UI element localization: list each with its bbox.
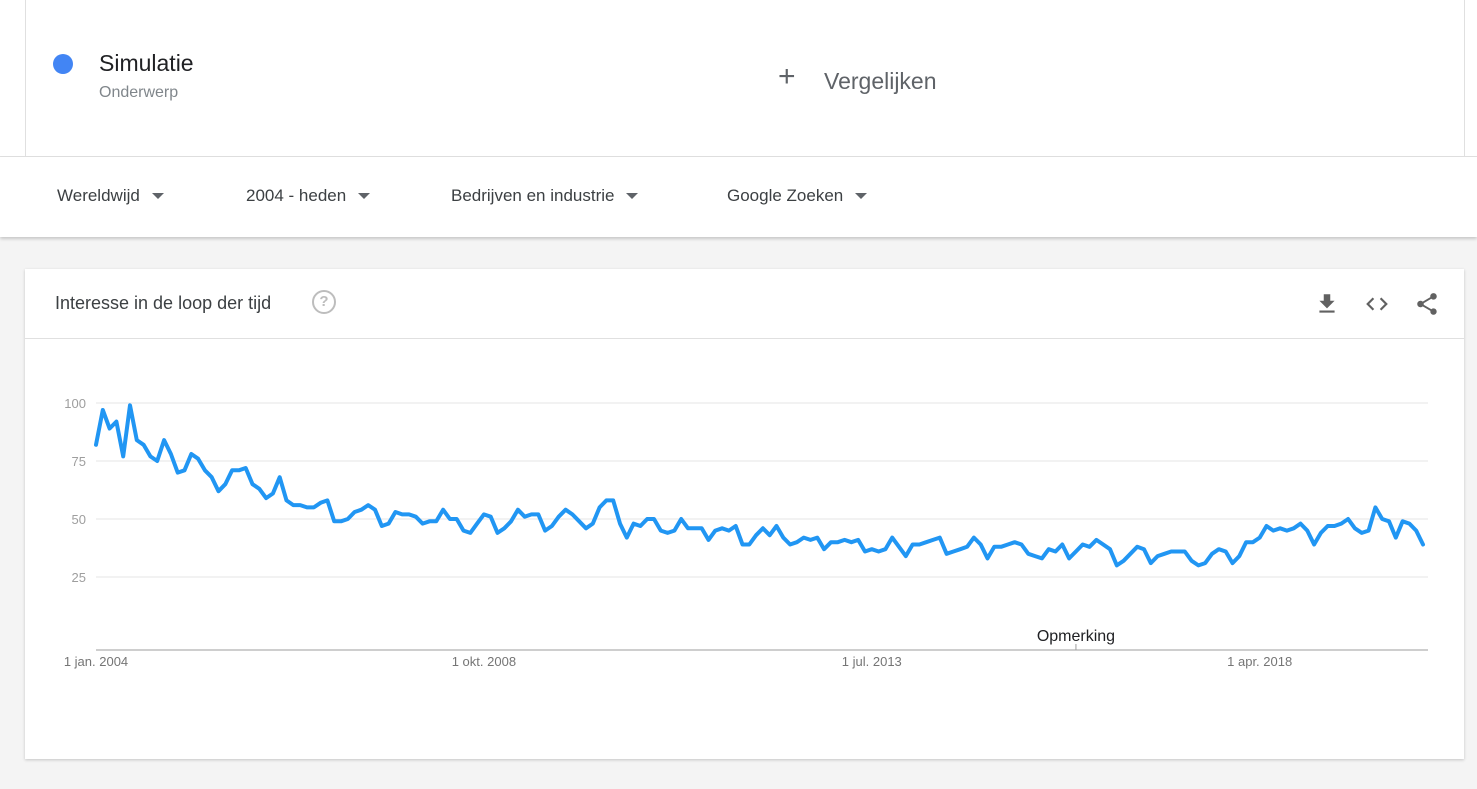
region-filter[interactable]: Wereldwijd <box>57 186 164 206</box>
annotation-label[interactable]: Opmerking <box>1037 628 1115 645</box>
filter-bar: Wereldwijd 2004 - heden Bedrijven en ind… <box>0 157 1477 237</box>
chevron-down-icon <box>626 193 639 199</box>
y-tick-label: 75 <box>72 454 86 469</box>
chevron-down-icon <box>151 193 164 199</box>
chevron-down-icon <box>855 193 868 199</box>
chevron-down-icon <box>358 193 371 199</box>
search-term-strip: Simulatie Onderwerp + Vergelijken <box>0 0 1477 157</box>
region-filter-label: Wereldwijd <box>57 186 140 205</box>
x-tick-label: 1 apr. 2018 <box>1227 654 1292 669</box>
download-icon[interactable] <box>1314 291 1340 317</box>
series-line[interactable] <box>94 403 1425 568</box>
y-axis-ticks: 25 50 75 100 <box>64 396 86 585</box>
period-filter-label: 2004 - heden <box>246 186 347 205</box>
card-header: Interesse in de loop der tijd ? <box>25 269 1464 339</box>
help-icon[interactable]: ? <box>312 290 336 314</box>
property-filter[interactable]: Google Zoeken <box>727 186 868 206</box>
compare-label: Vergelijken <box>824 68 937 94</box>
gridlines <box>96 402 1428 578</box>
x-tick-label: 1 okt. 2008 <box>452 654 516 669</box>
card-title: Interesse in de loop der tijd <box>55 293 272 313</box>
compare-button[interactable]: + Vergelijken <box>745 0 1465 156</box>
category-filter[interactable]: Bedrijven en industrie <box>451 186 639 206</box>
term-type: Onderwerp <box>99 84 179 101</box>
term-color-dot <box>53 54 73 74</box>
y-tick-label: 50 <box>72 512 86 527</box>
x-axis-ticks: 1 jan. 2004 1 okt. 2008 1 jul. 2013 1 apr. … <box>64 654 1292 669</box>
embed-code-icon[interactable] <box>1364 291 1390 317</box>
y-tick-label: 25 <box>72 570 86 585</box>
y-tick-label: 100 <box>64 396 86 411</box>
interest-over-time-card: Interesse in de loop der tijd ? 25 50 75 10… <box>25 269 1464 759</box>
plus-icon: + <box>778 60 796 93</box>
share-icon[interactable] <box>1414 291 1440 317</box>
period-filter[interactable]: 2004 - heden <box>246 186 371 206</box>
x-tick-label: 1 jul. 2013 <box>842 654 902 669</box>
term-name: Simulatie <box>99 50 194 76</box>
x-tick-label: 1 jan. 2004 <box>64 654 128 669</box>
property-filter-label: Google Zoeken <box>727 186 844 205</box>
search-term-card[interactable]: Simulatie Onderwerp <box>25 0 746 156</box>
line-chart: 25 50 75 100 1 jan. 2004 1 okt. 2008 1 jul. 2… <box>64 396 1428 669</box>
annotation[interactable]: Opmerking <box>1037 628 1115 650</box>
category-filter-label: Bedrijven en industrie <box>451 186 615 205</box>
